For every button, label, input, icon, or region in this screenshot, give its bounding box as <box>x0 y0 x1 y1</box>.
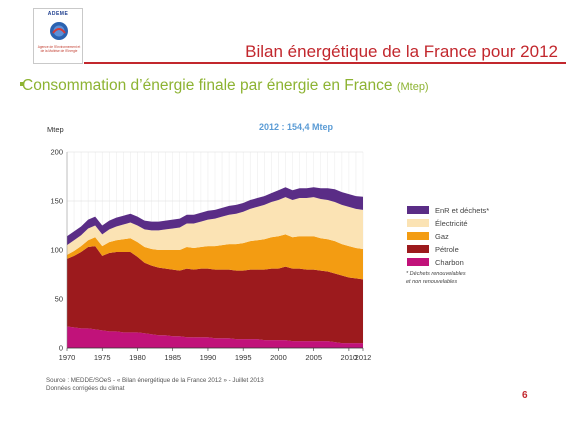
legend-label: Charbon <box>435 258 464 267</box>
x-tick-label: 1985 <box>164 353 181 362</box>
legend-label: Électricité <box>435 219 468 228</box>
y-tick-label: 200 <box>50 148 63 157</box>
x-tick-label: 1975 <box>94 353 111 362</box>
y-tick-label: 0 <box>59 344 63 353</box>
legend-note-line1: * Déchets renouvelables <box>406 271 466 277</box>
chart-axes: 0 50 100 150 200 1970 1975 1980 1985 1990 1995 2000… <box>50 148 371 363</box>
logo-name: ADEME <box>47 11 69 17</box>
x-tick-label: 1995 <box>235 353 252 362</box>
header-bar: Bilan énergétique de la France pour 2012 <box>84 40 566 64</box>
legend-label: Gaz <box>435 232 449 241</box>
y-tick-label: 50 <box>55 295 63 304</box>
x-tick-label: 2005 <box>305 353 322 362</box>
logo-subtitle: Agence de l'Environnement et de la Maîtr… <box>37 45 81 53</box>
chart-title: 2012 : 154,4 Mtep <box>259 122 334 132</box>
ademe-logo: ADEME Agence de l'Environnement et de la… <box>33 8 83 64</box>
slide-title: Bilan énergétique de la France pour 2012 <box>245 42 558 61</box>
y-tick-label: 100 <box>50 246 63 255</box>
chart-legend: EnR et déchets* Électricité Gaz Pétrole Char… <box>407 206 489 267</box>
legend-swatch <box>407 232 429 240</box>
legend-swatch <box>407 245 429 253</box>
legend-swatch <box>407 258 429 266</box>
legend-swatch <box>407 206 429 214</box>
x-tick-label: 1990 <box>200 353 217 362</box>
slide-subtitle: Consommation d’énergie finale par énergi… <box>22 77 429 95</box>
source-line2: Données corrigées du climat <box>46 385 125 392</box>
y-axis-label: Mtep <box>47 125 64 134</box>
x-tick-label: 2012 <box>355 353 372 362</box>
subtitle-text: Consommation d’énergie finale par énergi… <box>22 77 393 94</box>
x-tick-label: 1970 <box>59 353 76 362</box>
y-tick-label: 150 <box>50 197 63 206</box>
legend-note-line2: et non renouvelables <box>406 279 457 285</box>
energy-chart: 0 50 100 150 200 1970 1975 1980 1985 1990 1995 2000… <box>47 122 489 363</box>
area-petrole <box>67 246 363 344</box>
legend-label: Pétrole <box>435 245 459 254</box>
bullet-icon <box>20 82 24 86</box>
chart-areas <box>67 187 363 348</box>
source-line1: Source : MEDDE/SOeS - « Bilan énergétiqu… <box>46 377 264 384</box>
legend-swatch <box>407 219 429 227</box>
area-electricite <box>67 197 363 255</box>
page-number: 6 <box>522 390 528 401</box>
logo-emblem-icon <box>50 22 68 40</box>
area-gaz <box>67 234 363 280</box>
area-charbon <box>67 326 363 348</box>
legend-label: EnR et déchets* <box>435 206 489 215</box>
chart-figure: 0 50 100 150 200 1970 1975 1980 1985 1990 1995 2000… <box>40 110 510 400</box>
x-tick-label: 2010 <box>341 353 358 362</box>
area-enr-et-dechets <box>67 187 363 246</box>
x-tick-label: 2000 <box>270 353 287 362</box>
x-tick-label: 1980 <box>129 353 146 362</box>
source-note: Source : MEDDE/SOeS - « Bilan énergétiqu… <box>46 377 264 393</box>
subtitle-unit: (Mtep) <box>396 81 429 93</box>
legend-note: * Déchets renouvelables et non renouvela… <box>406 271 467 285</box>
